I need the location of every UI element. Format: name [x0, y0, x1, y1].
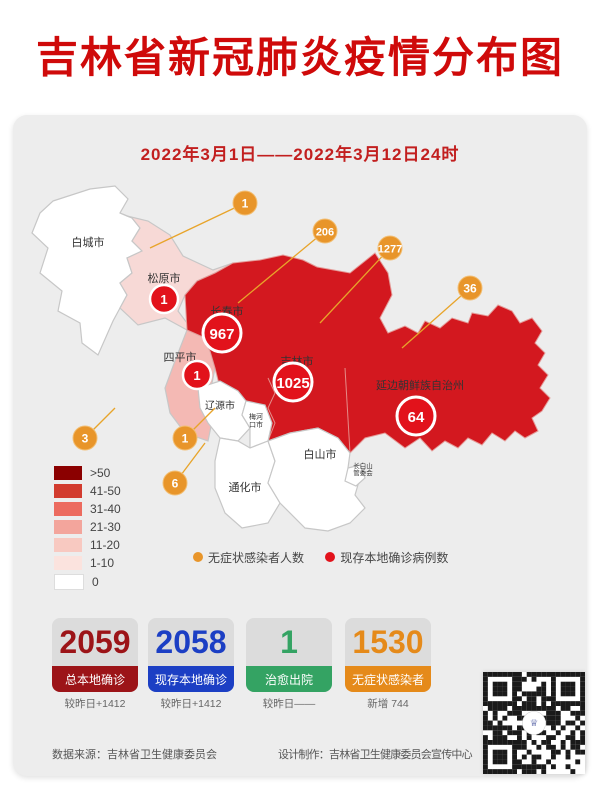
- svg-text:1: 1: [182, 432, 189, 446]
- svg-text:1: 1: [193, 368, 200, 383]
- svg-text:1277: 1277: [378, 244, 402, 256]
- svg-text:♕: ♕: [530, 718, 539, 729]
- svg-text:白山市: 白山市: [304, 447, 337, 461]
- svg-text:梅河: 梅河: [249, 412, 263, 421]
- svg-text:通化市: 通化市: [229, 480, 262, 494]
- svg-text:管委会: 管委会: [353, 468, 373, 477]
- svg-text:口市: 口市: [249, 420, 263, 429]
- svg-text:206: 206: [316, 227, 334, 239]
- svg-text:延边朝鲜族自治州: 延边朝鲜族自治州: [376, 378, 464, 392]
- svg-text:36: 36: [463, 282, 477, 296]
- svg-text:松原市: 松原市: [148, 271, 181, 285]
- svg-text:64: 64: [408, 409, 425, 426]
- svg-text:白城市: 白城市: [72, 235, 105, 249]
- svg-text:1: 1: [160, 292, 167, 307]
- svg-text:3: 3: [82, 432, 89, 446]
- svg-text:967: 967: [209, 326, 234, 343]
- svg-text:1025: 1025: [276, 375, 309, 392]
- svg-text:1: 1: [242, 197, 249, 211]
- svg-text:辽源市: 辽源市: [205, 399, 235, 412]
- svg-text:长白山: 长白山: [353, 461, 373, 470]
